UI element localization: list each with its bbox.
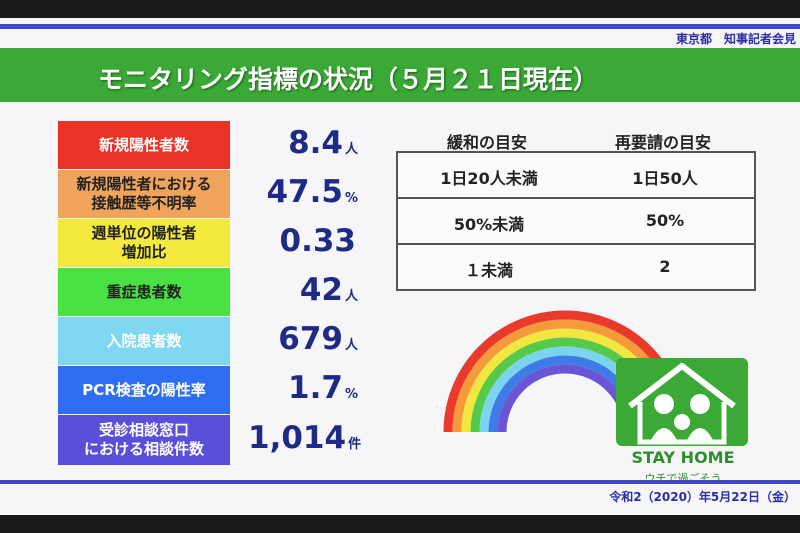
column-header-request: 再要請の目安	[614, 133, 711, 152]
indicator-value-untraced-rate: 47.5%	[266, 174, 358, 210]
indicator-label-hospitalized: 入院患者数	[58, 317, 230, 365]
title-bar	[0, 48, 800, 102]
indicator-label-weekly-ratio: 週単位の陽性者 増加比	[58, 219, 230, 267]
indicator-value-severe-patients: 42 人	[299, 272, 358, 308]
indicator-value-weekly-ratio: 0.33	[279, 223, 357, 259]
table-cell: 1日20人未満	[440, 169, 538, 188]
table-cell: 2	[659, 257, 671, 276]
indicator-label-consultations: 受診相談窓口 における相談件数	[58, 415, 230, 465]
indicator-label-new-cases: 新規陽性者数	[58, 121, 230, 169]
indicator-label-pcr-positivity: PCR検査の陽性率	[58, 366, 230, 414]
indicator-value-hospitalized: 679 人	[278, 321, 358, 357]
indicator-value-new-cases: 8.4 人	[288, 125, 358, 161]
bottom-stripe	[0, 480, 800, 484]
table-cell: １未満	[464, 261, 513, 280]
indicator-value-pcr-positivity: 1.7%	[288, 370, 358, 406]
table-cell: 50%未満	[453, 215, 525, 234]
column-header-relax: 緩和の目安	[446, 133, 527, 152]
date-label: 令和2（2020）年5月22日（金）	[609, 490, 796, 504]
stay-home-title: STAY HOME	[631, 448, 735, 467]
organizer-label: 東京都 知事記者会見	[675, 32, 796, 46]
table-cell: 1日50人	[632, 169, 698, 188]
row-divider	[398, 197, 754, 199]
house-family-icon	[628, 363, 736, 445]
indicator-value-consultations: 1,014 件	[248, 420, 362, 456]
table-cell: 50%	[645, 211, 685, 230]
press-conference-screen: 東京都 知事記者会見 モニタリング指標の状況（５月２１日現在） 新規陽性者数 新…	[0, 18, 800, 515]
row-divider	[398, 243, 754, 245]
stay-home-logo	[616, 358, 748, 446]
indicator-label-untraced-rate: 新規陽性者における 接触歴等不明率	[58, 170, 230, 218]
page-title: モニタリング指標の状況（５月２１日現在）	[98, 65, 599, 94]
threshold-table: 緩和の目安 再要請の目安 1日20人未満 1日50人 50%未満 50% １未満…	[396, 129, 756, 291]
indicator-label-severe-patients: 重症患者数	[58, 268, 230, 316]
top-stripe	[0, 24, 800, 29]
threshold-grid: 1日20人未満 1日50人 50%未満 50% １未満 2	[396, 151, 756, 291]
